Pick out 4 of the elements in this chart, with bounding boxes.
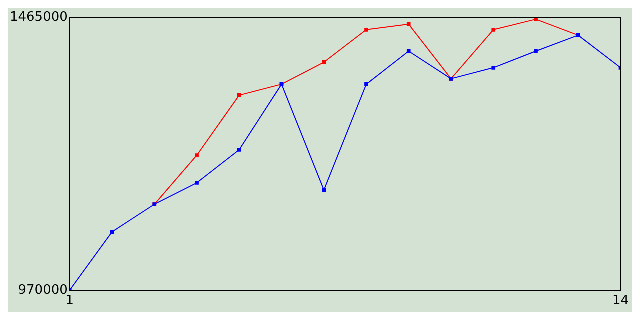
y-tick-label: 970000 <box>18 282 68 298</box>
y-tick-label: 1465000 <box>10 10 68 26</box>
x-tick-label: 14 <box>612 294 629 309</box>
x-tick-label: 1 <box>66 294 74 309</box>
